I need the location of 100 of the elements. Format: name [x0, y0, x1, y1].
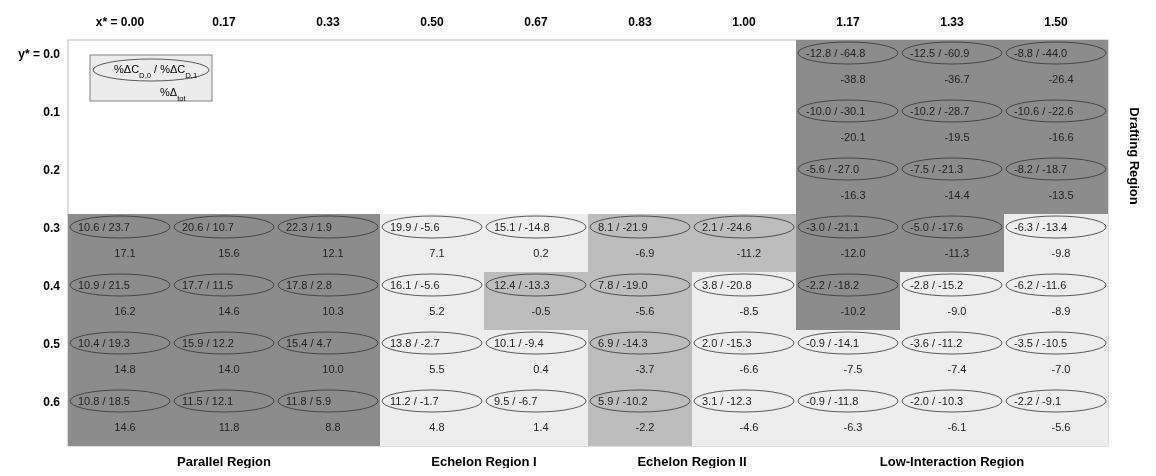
- data-label: 1.4: [533, 421, 549, 433]
- annotation: 11.2 / -1.7: [390, 395, 439, 407]
- data-label: 14.8: [114, 363, 136, 375]
- text: Parallel Region: [177, 454, 272, 469]
- data-label: -13.5: [1048, 189, 1074, 201]
- data-label: -5.6: [635, 305, 655, 317]
- y-tick-label: 0.1: [43, 105, 61, 119]
- annotation: 20.6 / 10.7: [182, 221, 234, 233]
- annotation: 10.6 / 23.7: [78, 221, 130, 233]
- data-label: 0.2: [533, 247, 549, 259]
- annotation: 9.5 / -6.7: [494, 395, 538, 407]
- annotation: 15.1 / -14.8: [494, 221, 550, 233]
- data-label: 0.4: [533, 363, 549, 375]
- x-tick-label: 1.33: [940, 15, 964, 29]
- y-tick-label: 0.6: [43, 395, 61, 409]
- data-label: 12.1: [322, 247, 344, 259]
- data-label: -36.7: [944, 73, 970, 85]
- annotation: %ΔC$_{D,0}$ / %ΔC$_{D,1}$: [114, 63, 198, 80]
- data-label: -7.5: [843, 363, 863, 375]
- annotation: 10.8 / 18.5: [78, 395, 130, 407]
- data-label: 5.2: [429, 305, 445, 317]
- data-label: 17.1: [114, 247, 136, 259]
- data-label: 14.6: [114, 421, 136, 433]
- data-label: -12.0: [840, 247, 866, 259]
- annotation: 16.1 / -5.6: [390, 279, 440, 291]
- data-label: 14.0: [218, 363, 240, 375]
- x-tick-label: 1.17: [836, 15, 860, 29]
- data-label: 15.6: [218, 247, 240, 259]
- data-label: -7.0: [1051, 363, 1071, 375]
- annotation: 10.1 / -9.4: [494, 337, 544, 349]
- annotation: 8.1 / -21.9: [598, 221, 648, 233]
- data-label: -14.4: [944, 189, 970, 201]
- annotation: -5.6 / -27.0: [806, 163, 860, 175]
- data-label: -5.6: [1051, 421, 1071, 433]
- annotation: 15.4 / 4.7: [286, 337, 332, 349]
- annotation: 13.8 / -2.7: [390, 337, 440, 349]
- data-label: -38.8: [840, 73, 866, 85]
- x-tick-label: 0.83: [628, 15, 652, 29]
- annotation: -0.9 / -14.1: [806, 337, 860, 349]
- annotation: -5.0 / -17.6: [910, 221, 964, 233]
- annotation: -10.0 / -30.1: [806, 105, 866, 117]
- data-label: 11.8: [218, 421, 240, 433]
- data-label: -7.4: [947, 363, 967, 375]
- data-label: -19.5: [944, 131, 970, 143]
- data-label: -8.9: [1051, 305, 1071, 317]
- annotation: 10.9 / 21.5: [78, 279, 130, 291]
- annotation: -6.3 / -13.4: [1014, 221, 1068, 233]
- data-label: -9.0: [947, 305, 967, 317]
- x-tick-label: 0.50: [420, 15, 444, 29]
- data-label: 8.8: [325, 421, 341, 433]
- data-label: -10.2: [840, 305, 866, 317]
- annotation: -0.9 / -11.8: [806, 395, 859, 407]
- y-tick-label: 0.3: [43, 221, 61, 235]
- data-label: -20.1: [840, 131, 866, 143]
- data-label: -4.6: [739, 421, 759, 433]
- y-tick-label: 0.5: [43, 337, 61, 351]
- annotation: -3.5 / -10.5: [1014, 337, 1068, 349]
- annotation: -12.8 / -64.8: [806, 47, 866, 59]
- x-tick-label: 1.00: [732, 15, 756, 29]
- x-tick-label: 0.67: [524, 15, 548, 29]
- annotation: -3.6 / -11.2: [910, 337, 963, 349]
- annotation: -6.2 / -11.6: [1014, 279, 1067, 291]
- data-label: 14.6: [218, 305, 240, 317]
- data-label: -16.6: [1048, 131, 1074, 143]
- annotation: 3.8 / -20.8: [702, 279, 752, 291]
- annotation: 10.4 / 19.3: [78, 337, 130, 349]
- data-label: 10.0: [322, 363, 344, 375]
- annotation: 15.9 / 12.2: [182, 337, 234, 349]
- data-label: 10.3: [322, 305, 344, 317]
- annotation: 3.1 / -12.3: [702, 395, 752, 407]
- annotation: 6.9 / -14.3: [598, 337, 648, 349]
- annotation: 17.8 / 2.8: [286, 279, 332, 291]
- x-tick-label: 0.17: [212, 15, 236, 29]
- data-label: -3.7: [635, 363, 655, 375]
- data-label: -6.6: [739, 363, 759, 375]
- y-tick-label: 0.2: [43, 163, 61, 177]
- x-tick-label: x* = 0.00: [95, 15, 145, 29]
- text: Echelon Region I: [431, 454, 537, 469]
- data-label: 16.2: [114, 305, 136, 317]
- annotation: 2.0 / -15.3: [702, 337, 752, 349]
- annotation: 17.7 / 11.5: [182, 279, 234, 291]
- annotation: -2.8 / -15.2: [910, 279, 964, 291]
- y-tick-label: 0.4: [43, 279, 61, 293]
- annotation: 11.8 / 5.9: [286, 395, 332, 407]
- annotation: %Δ$_{tot}$: [160, 86, 187, 103]
- annotation: 11.5 / 12.1: [182, 395, 234, 407]
- data-label: -0.5: [531, 305, 551, 317]
- annotation: 19.9 / -5.6: [390, 221, 440, 233]
- data-label: -6.9: [635, 247, 655, 259]
- data-label: -2.2: [635, 421, 655, 433]
- annotation: 2.1 / -24.6: [702, 221, 752, 233]
- data-label: -11.2: [736, 247, 762, 259]
- data-label: -8.5: [739, 305, 759, 317]
- data-label: -6.3: [843, 421, 863, 433]
- annotation: -10.6 / -22.6: [1014, 105, 1074, 117]
- data-label: -9.8: [1051, 247, 1071, 259]
- annotation: -3.0 / -21.1: [806, 221, 860, 233]
- data-label: -16.3: [840, 189, 866, 201]
- annotation: -8.2 / -18.7: [1014, 163, 1068, 175]
- y-tick-label: y* = 0.0: [18, 47, 61, 61]
